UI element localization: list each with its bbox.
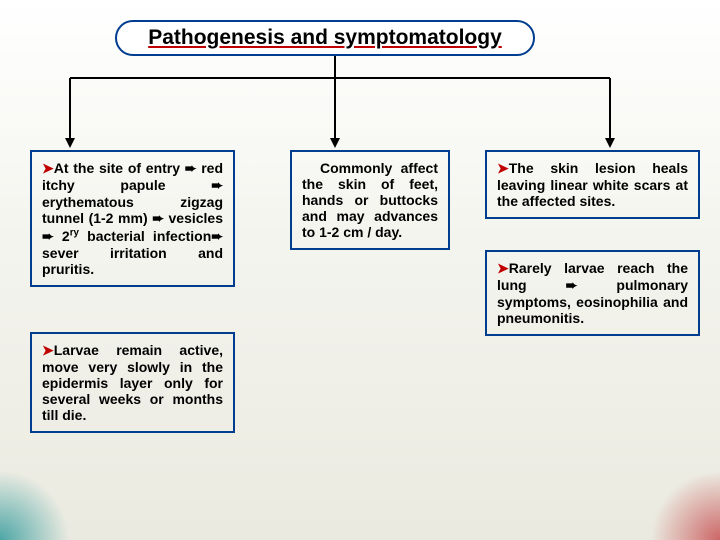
box-left-1-text: At the site of entry ➨ red itchy papule … (42, 160, 223, 277)
bullet-icon: ➤ (497, 160, 509, 176)
box-right-2: ➤Rarely larvae reach the lung ➨ pulmonar… (485, 250, 700, 336)
bullet-icon: ➤ (42, 342, 54, 358)
box-right-1: ➤The skin lesion heals leaving linear wh… (485, 150, 700, 219)
box-mid: Commonly affect the skin of feet, hands … (290, 150, 450, 250)
box-left-1: ➤At the site of entry ➨ red itchy papule… (30, 150, 235, 287)
box-left-2-text: Larvae remain active, move very slowly i… (42, 342, 223, 423)
box-right-1-text: The skin lesion heals leaving linear whi… (497, 160, 688, 209)
corner-decoration-br (650, 470, 720, 540)
bullet-icon: ➤ (497, 260, 509, 276)
box-left-2: ➤Larvae remain active, move very slowly … (30, 332, 235, 433)
connector-lines (0, 0, 720, 160)
corner-decoration-bl (0, 470, 70, 540)
bullet-icon: ➤ (42, 160, 54, 176)
box-right-2-text: Rarely larvae reach the lung ➨ pulmonary… (497, 260, 688, 326)
box-mid-text: Commonly affect the skin of feet, hands … (302, 160, 438, 240)
